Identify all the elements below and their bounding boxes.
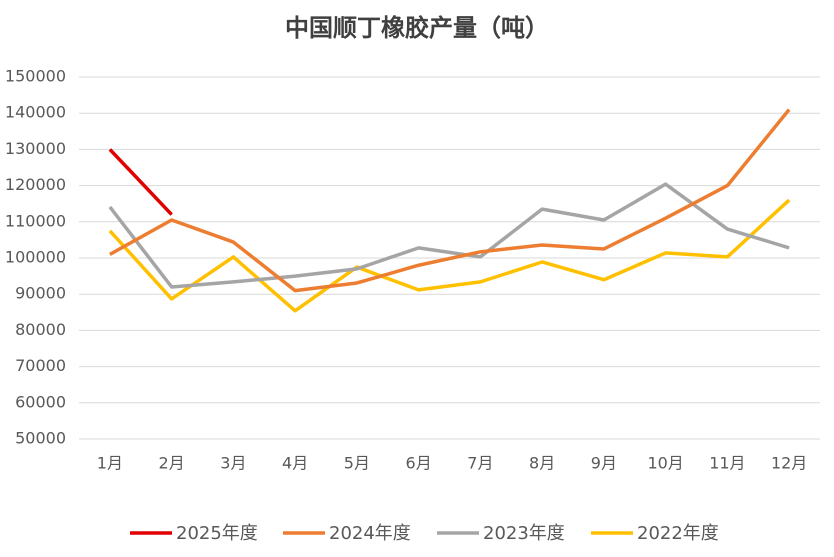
y-tick-label: 50000 [15,429,66,448]
x-tick-label: 1月 [97,454,123,473]
series-line [109,108,791,293]
x-tick-label: 5月 [344,454,370,473]
y-tick-label: 120000 [5,175,66,194]
x-tick-label: 8月 [529,454,555,473]
x-tick-label: 11月 [709,454,745,473]
y-tick-label: 100000 [5,248,66,267]
x-tick-label: 12月 [771,454,807,473]
x-tick-label: 2月 [159,454,185,473]
y-tick-label: 80000 [15,320,66,339]
x-tick-label: 3月 [220,454,246,473]
y-tick-label: 60000 [15,392,66,411]
y-tick-label: 90000 [15,284,66,303]
x-tick-label: 7月 [467,454,493,473]
x-tick-label: 6月 [406,454,432,473]
y-tick-label: 140000 [5,103,66,122]
legend-label: 2025年度 [176,523,258,544]
y-tick-label: 150000 [5,67,66,86]
series-line [108,182,790,289]
legend-label: 2024年度 [329,523,411,544]
series-line [108,198,791,313]
x-tick-label: 10月 [647,454,683,473]
y-tick-label: 130000 [5,139,66,158]
y-tick-label: 110000 [5,211,66,230]
y-tick-label: 70000 [15,356,66,375]
x-tick-label: 9月 [591,454,617,473]
legend-label: 2023年度 [483,523,565,544]
x-tick-label: 4月 [282,454,308,473]
legend-label: 2022年度 [637,523,719,544]
chart-title: 中国顺丁橡胶产量（吨） [285,14,549,42]
series-line [108,148,173,216]
